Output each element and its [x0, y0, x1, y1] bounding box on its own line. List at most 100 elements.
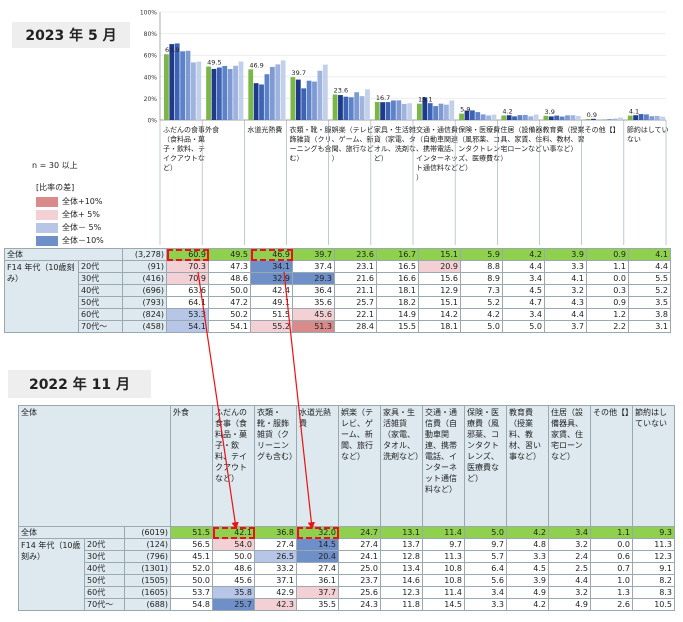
total-value: 3.9 [544, 248, 587, 261]
bar-20代 [169, 44, 175, 120]
table-cell: 8.2 [632, 574, 675, 587]
sample-size: (416) [122, 272, 167, 285]
table-cell: 47.3 [208, 260, 251, 273]
row-group-label: F14 年代（10歳刻み） [18, 538, 85, 611]
sample-size: (458) [122, 320, 167, 333]
sample-note: n = 30 以上 [32, 161, 78, 170]
category-label: 衣類・靴・服 [290, 125, 332, 134]
table-cell: 4.4 [628, 260, 671, 273]
data-label: 23.6 [334, 87, 348, 95]
bar-20代 [633, 115, 639, 120]
table-row: 40代 (1301) 52.0 48.6 33.2 27.4 25.0 13.4 10.8 6.4… [19, 562, 675, 575]
age-label: 60代 [84, 586, 125, 599]
table-cell: 4.1 [544, 272, 587, 285]
table-cell: 2.2 [586, 320, 629, 333]
bar-50代 [649, 116, 655, 120]
data-label: 4.2 [502, 107, 512, 115]
category-label: 水道光熱費 [247, 125, 282, 134]
category-label: 聞、旅行など [332, 144, 374, 153]
table-cell: 3.2 [544, 284, 587, 297]
category-label: 外食 [205, 125, 219, 134]
table-row: 70代～ (458) 54.1 54.1 55.2 51.3 28.4 15.5 18.1 5.0… [5, 320, 671, 333]
bar-30代 [174, 43, 180, 120]
table-cell: 0.0 [590, 538, 633, 551]
table-cell: 45.6 [212, 574, 255, 587]
table-cell: 8.8 [460, 260, 503, 273]
table-cell: 12.9 [418, 284, 461, 297]
bar-50代 [438, 103, 444, 120]
table-cell: 48.6 [212, 562, 255, 575]
bar-chart-2023: 0% 20% 40% 60% 80% 100% 60.9 ふだんの食事（食料品・菓子・飲料、テ… [140, 10, 669, 245]
table-cell: 3.9 [506, 574, 549, 587]
category-label: （風邪薬、コ [458, 135, 500, 144]
column-header: その他【】 [590, 405, 633, 527]
table-cell: 5.0 [460, 320, 503, 333]
y-tick-label: 20% [144, 96, 158, 103]
bar-20代 [380, 102, 386, 120]
table-cell: 47.2 [208, 296, 251, 309]
table-cell: 8.3 [632, 586, 675, 599]
age-label: 20代 [84, 538, 125, 551]
table-cell: 5.7 [464, 550, 507, 563]
table-cell: 4.5 [502, 284, 545, 297]
table-cell: 42.3 [254, 598, 297, 611]
table-cell: 14.6 [380, 574, 423, 587]
table-cell: 3.4 [464, 586, 507, 599]
table-cell: 9.7 [464, 538, 507, 551]
table-cell: 0.0 [586, 272, 629, 285]
category-label: ど） [458, 164, 472, 172]
bar-50代 [269, 66, 275, 120]
table-cell: 3.3 [464, 598, 507, 611]
table-cell: 27.4 [296, 562, 339, 575]
bar-30代 [216, 67, 222, 120]
bar-20代 [422, 97, 428, 120]
total-value: 11.4 [422, 526, 465, 539]
category-label: （自動車関連 [416, 135, 458, 144]
table-cell: 14.5 [296, 538, 339, 551]
category-label: 教育費（授業 [543, 125, 585, 134]
table-cell: 12.8 [380, 550, 423, 563]
bar-全体 [374, 101, 380, 120]
legend-item: 全体－ 5% [36, 221, 146, 234]
table-cell: 3.8 [628, 308, 671, 321]
y-tick-label: 80% [144, 31, 158, 38]
age-label: 30代 [78, 272, 123, 285]
bar-40代 [433, 106, 438, 120]
table-cell: 63.6 [166, 284, 209, 297]
category-label: ） [332, 155, 339, 163]
total-value: 1.1 [590, 526, 633, 539]
table-cell: 6.4 [464, 562, 507, 575]
table-cell: 36.1 [296, 574, 339, 587]
table-cell: 4.9 [548, 598, 591, 611]
legend-swatch [36, 196, 58, 207]
title-2022: 2022 年 11 月 [8, 370, 151, 398]
column-header: 外食 [170, 405, 213, 527]
table-cell: 15.6 [418, 272, 461, 285]
bar-60代 [486, 115, 491, 120]
age-label: 60代 [78, 308, 123, 321]
column-header: 娯楽（テレビ、ゲーム、新聞、旅行など） [338, 405, 381, 527]
table-cell: 10.8 [422, 562, 465, 575]
bar-70代～ [407, 103, 413, 120]
category-label: （食料品・菓 [163, 135, 205, 144]
bar-20代 [295, 79, 301, 120]
bar-50代 [565, 115, 570, 120]
bar-20代 [338, 95, 343, 120]
column-header: 保険・医療費（風邪薬、コンタクトレンズ、医療費など） [464, 405, 507, 527]
column-header: 家具・生活雑貨（家電、タオル、洗剤など） [380, 405, 423, 527]
table-cell: 70.9 [166, 272, 209, 285]
table-cell: 48.6 [208, 272, 251, 285]
bar-40代 [559, 116, 565, 120]
category-label: 節約はしてい [627, 125, 669, 134]
category-label: い事など） [543, 144, 578, 153]
bar-60代 [444, 104, 449, 120]
table-cell: 25.0 [338, 562, 381, 575]
table-cell: 23.7 [338, 574, 381, 587]
y-tick-label: 0% [147, 118, 157, 125]
table-cell: 1.3 [590, 586, 633, 599]
y-tick-label: 60% [144, 53, 158, 60]
data-label: 15.1 [418, 96, 432, 104]
table-cell: 4.4 [548, 574, 591, 587]
table-cell: 4.4 [544, 308, 587, 321]
table-cell: 18.1 [376, 284, 419, 297]
